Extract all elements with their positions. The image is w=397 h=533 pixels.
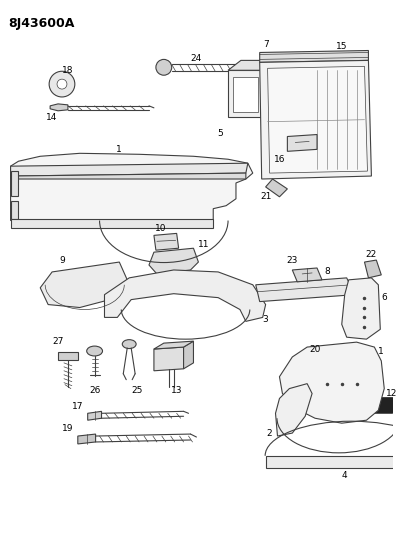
Ellipse shape: [87, 346, 102, 356]
Polygon shape: [279, 342, 384, 423]
Text: 4: 4: [342, 471, 347, 480]
Text: 1: 1: [378, 346, 384, 356]
Text: 6: 6: [382, 293, 387, 302]
Polygon shape: [78, 434, 96, 444]
Polygon shape: [364, 260, 381, 278]
Text: 12: 12: [385, 389, 397, 398]
Polygon shape: [292, 268, 322, 282]
Text: 19: 19: [62, 424, 74, 433]
Text: 26: 26: [89, 386, 100, 395]
Text: 14: 14: [46, 113, 58, 122]
Polygon shape: [260, 51, 368, 62]
Circle shape: [49, 71, 75, 97]
Text: 15: 15: [336, 42, 347, 51]
Polygon shape: [40, 262, 127, 308]
Text: 8J43600A: 8J43600A: [9, 17, 75, 30]
Text: 23: 23: [287, 256, 298, 264]
Polygon shape: [183, 341, 193, 369]
Polygon shape: [228, 70, 263, 117]
Text: 16: 16: [274, 155, 285, 164]
Ellipse shape: [122, 340, 136, 349]
Polygon shape: [149, 248, 198, 274]
Polygon shape: [104, 270, 266, 321]
Text: 25: 25: [131, 386, 143, 395]
FancyBboxPatch shape: [314, 360, 341, 376]
Polygon shape: [268, 66, 368, 173]
Polygon shape: [228, 60, 276, 70]
Text: 13: 13: [171, 386, 182, 395]
Polygon shape: [11, 171, 19, 196]
Polygon shape: [154, 347, 183, 371]
Text: 17: 17: [72, 402, 83, 411]
Polygon shape: [58, 352, 78, 360]
Text: 1: 1: [116, 145, 122, 154]
Polygon shape: [88, 411, 102, 420]
Text: 3: 3: [263, 315, 268, 324]
Text: 20: 20: [309, 344, 321, 353]
Polygon shape: [11, 154, 253, 221]
Text: 10: 10: [155, 224, 167, 233]
Polygon shape: [154, 233, 179, 250]
Polygon shape: [11, 163, 248, 176]
Text: 27: 27: [52, 337, 64, 345]
Text: 24: 24: [191, 54, 202, 63]
Polygon shape: [11, 219, 213, 229]
Text: 21: 21: [260, 192, 271, 201]
Text: 7: 7: [263, 40, 268, 49]
Text: 9: 9: [59, 256, 65, 264]
Text: 5: 5: [217, 129, 223, 138]
FancyBboxPatch shape: [364, 398, 393, 413]
Polygon shape: [233, 77, 258, 112]
Polygon shape: [11, 201, 19, 219]
Text: 18: 18: [62, 66, 74, 75]
Text: 2: 2: [267, 429, 272, 438]
Polygon shape: [266, 456, 397, 467]
Polygon shape: [154, 341, 193, 349]
Polygon shape: [263, 60, 276, 117]
Text: 22: 22: [366, 249, 377, 259]
Polygon shape: [287, 134, 317, 151]
Polygon shape: [342, 278, 380, 339]
Polygon shape: [11, 173, 246, 179]
Text: 8: 8: [324, 268, 330, 277]
Polygon shape: [260, 60, 372, 179]
Polygon shape: [266, 179, 287, 197]
Ellipse shape: [321, 138, 337, 148]
Polygon shape: [256, 278, 355, 302]
Polygon shape: [276, 384, 312, 436]
Circle shape: [57, 79, 67, 89]
Circle shape: [156, 59, 172, 75]
Polygon shape: [50, 104, 68, 111]
Text: 11: 11: [198, 240, 209, 249]
